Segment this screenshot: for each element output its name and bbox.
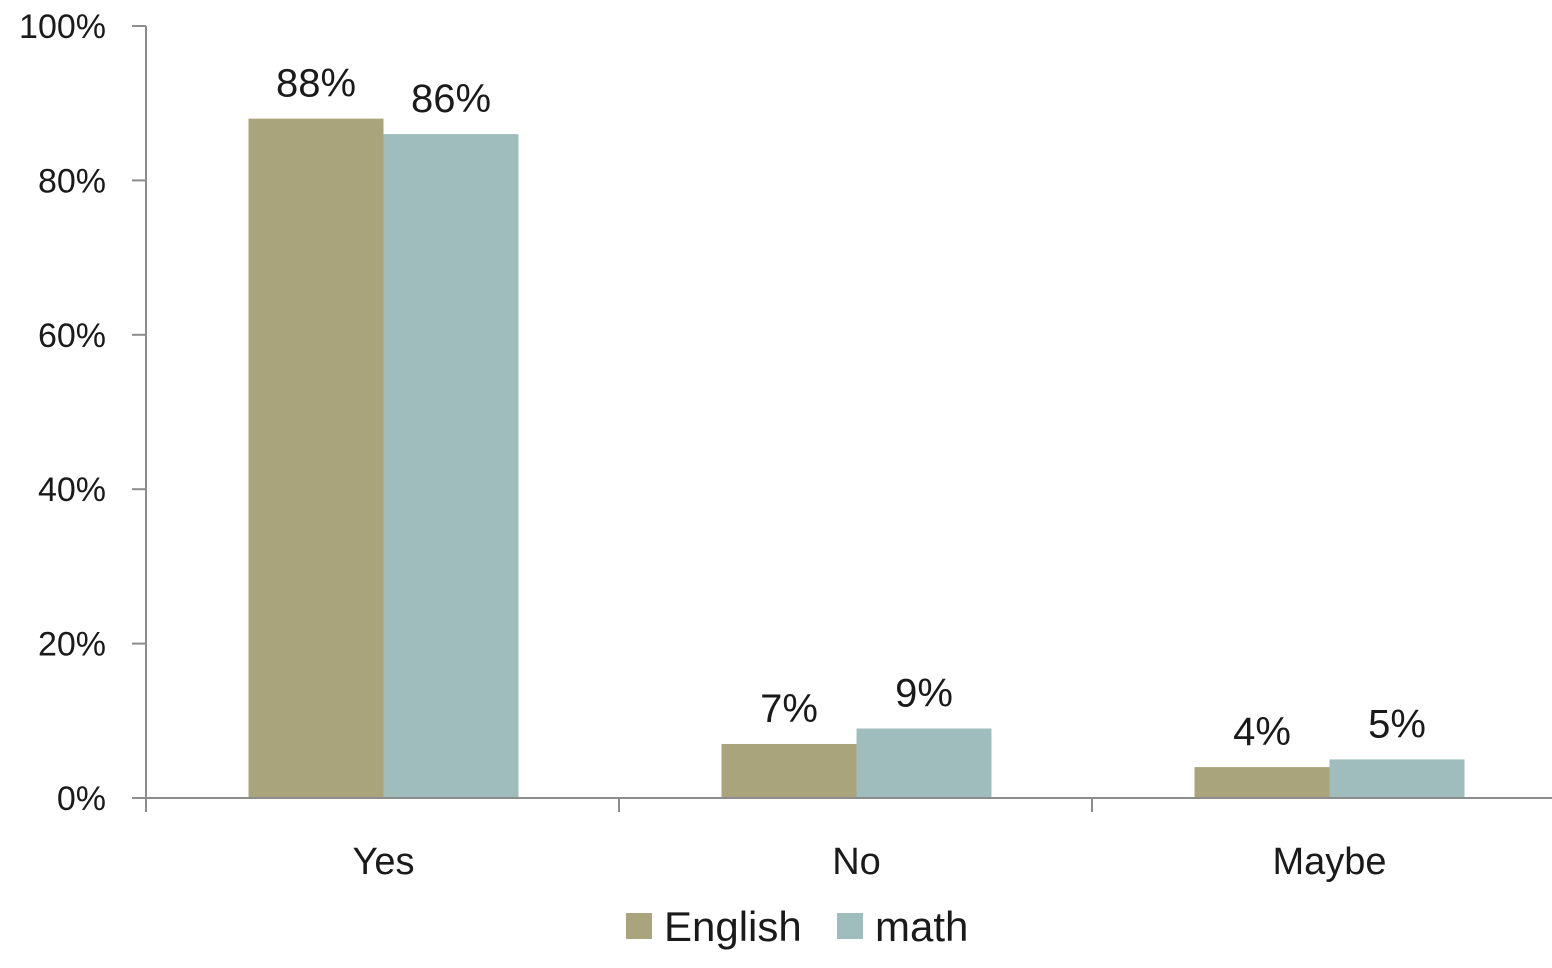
legend-swatch-math (837, 913, 863, 939)
legend-label-english: English (664, 903, 802, 950)
y-tick-label: 40% (38, 471, 106, 509)
bar-math-yes (383, 134, 519, 798)
category-label-maybe: Maybe (1272, 841, 1386, 883)
y-tick-label: 20% (38, 626, 106, 664)
data-label-english-no: 7% (760, 687, 818, 731)
y-tick-label: 0% (57, 780, 106, 818)
bar-math-no (856, 728, 992, 798)
data-label-math-yes: 86% (411, 77, 491, 121)
data-labels: 88% 86% 7% 9% 4% 5% (276, 62, 1426, 754)
bar-english-maybe (1194, 767, 1330, 798)
bars (248, 118, 1465, 798)
category-label-no: No (832, 841, 881, 883)
y-axis-ticks: 0% 20% 40% 60% 80% 100% (19, 8, 146, 818)
bar-math-maybe (1329, 759, 1465, 798)
category-labels: Yes No Maybe (353, 841, 1387, 883)
bar-english-no (721, 743, 857, 798)
legend-label-math: math (875, 903, 968, 950)
bar-english-yes (248, 118, 384, 798)
category-label-yes: Yes (353, 841, 415, 883)
data-label-math-no: 9% (895, 672, 953, 716)
data-label-math-maybe: 5% (1368, 702, 1426, 746)
y-tick-label: 80% (38, 162, 106, 200)
legend: English math (626, 903, 968, 950)
data-label-english-maybe: 4% (1233, 710, 1291, 754)
y-tick-label: 60% (38, 317, 106, 355)
y-tick-label: 100% (19, 8, 106, 46)
data-label-english-yes: 88% (276, 62, 356, 106)
x-axis (146, 797, 1552, 812)
legend-swatch-english (626, 913, 652, 939)
